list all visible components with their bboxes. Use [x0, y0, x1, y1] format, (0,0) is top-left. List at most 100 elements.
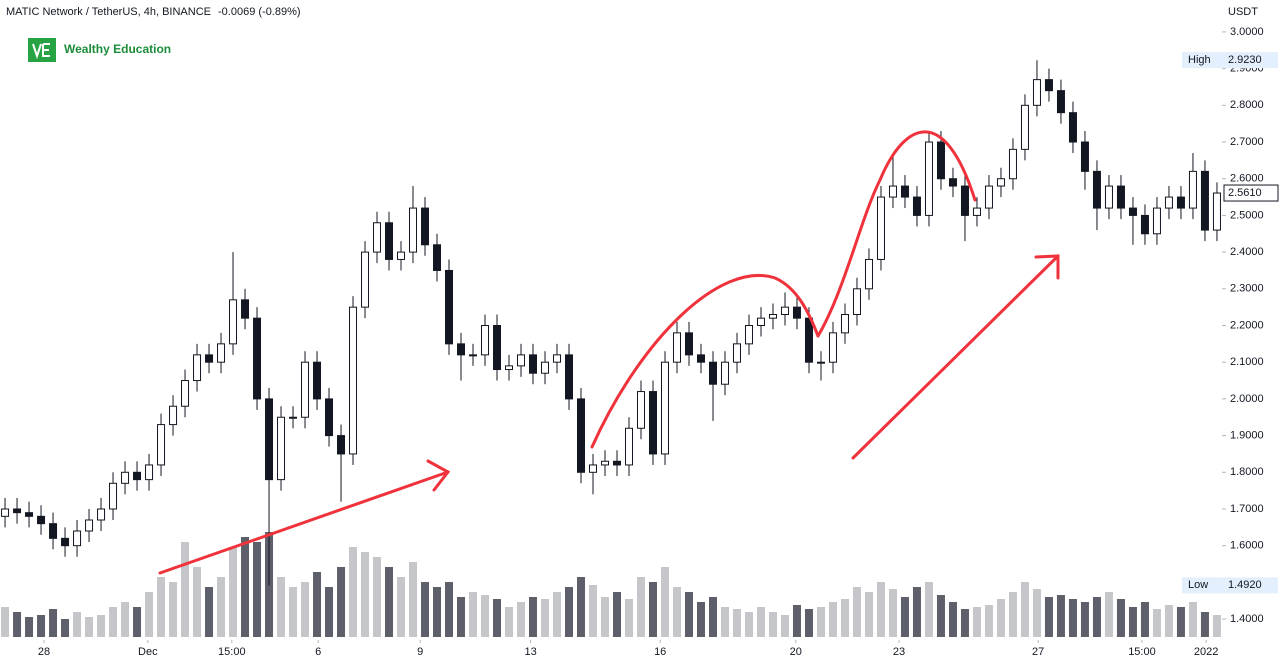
candle-body [1164, 196, 1173, 209]
volume-bar [816, 607, 825, 637]
y-tick-label: 2.4000 [1230, 246, 1264, 258]
volume-bar [289, 587, 298, 637]
volume-bar [1116, 599, 1125, 637]
volume-bar [217, 577, 226, 637]
candle-body [61, 537, 70, 547]
volume-bar [1056, 595, 1065, 637]
candle-body [49, 523, 58, 539]
x-tick-label: 15:00 [1128, 646, 1156, 658]
volume-bar [684, 592, 693, 637]
annotations [158, 130, 1060, 575]
candle-body [720, 361, 729, 385]
x-tick-label: 2022 [1194, 646, 1218, 658]
volume-bar [601, 597, 610, 637]
candle-body [13, 508, 22, 514]
candle-body [1, 508, 10, 517]
candle-body [493, 325, 502, 371]
candle-body [780, 306, 789, 315]
candle-body [636, 391, 645, 429]
y-tick-label: 1.8000 [1230, 466, 1264, 478]
candle-body [1044, 79, 1053, 92]
volume-bar [1188, 602, 1197, 637]
candle-body [1200, 170, 1209, 231]
volume-bar [1152, 609, 1161, 637]
candle-body [577, 398, 586, 473]
candle-body [960, 185, 969, 216]
volume-bar [972, 607, 981, 637]
volume-bar [529, 597, 538, 637]
volume-bar [517, 602, 526, 637]
candle-body [900, 185, 909, 198]
volume-bar [13, 612, 22, 637]
candle-body [684, 332, 693, 356]
candle-body [1116, 185, 1125, 209]
volume-bar [301, 582, 310, 637]
volume-bar [193, 567, 202, 637]
volume-bar [936, 595, 945, 637]
volume-bar [73, 612, 82, 637]
volume-bar [672, 587, 681, 637]
volume-bar [1092, 597, 1101, 637]
volume-bar [541, 599, 550, 637]
candle-body [121, 471, 130, 484]
candle-body [505, 365, 514, 371]
volume-bar [445, 582, 454, 637]
candle-body [301, 361, 310, 418]
volume-bar [1032, 589, 1041, 637]
candle-body [217, 343, 226, 363]
volume-bar [361, 552, 370, 637]
volume-bar [1200, 612, 1209, 637]
x-tick-label: 9 [417, 646, 423, 658]
volume-bar [780, 615, 789, 637]
candle-body [517, 354, 526, 367]
volume-bar [744, 612, 753, 637]
volume-bar [948, 602, 957, 637]
candle-body [601, 460, 610, 466]
arrow [851, 254, 1060, 460]
last-price-label: 2.5610 [1228, 187, 1262, 199]
volume-bar [553, 592, 562, 637]
candle-body [385, 222, 394, 260]
candle-body [265, 398, 274, 481]
candle-body [768, 313, 777, 319]
candle-body [888, 185, 897, 198]
candle-body [325, 398, 334, 437]
volume-bar [241, 537, 250, 637]
volume-bar [876, 582, 885, 637]
volume-bar [1, 607, 10, 637]
y-tick-label: 2.3000 [1230, 283, 1264, 295]
volume-bar [984, 605, 993, 637]
candle-body [732, 343, 741, 363]
candle-body [1080, 141, 1089, 172]
volume-bar [720, 607, 729, 637]
candle-body [421, 207, 430, 246]
candle-body [433, 244, 442, 271]
candle-body [193, 354, 202, 382]
marker-value: 2.9230 [1228, 54, 1262, 66]
x-tick-label: 13 [524, 646, 536, 658]
volume-bar [109, 607, 118, 637]
x-tick-label: Dec [138, 646, 158, 658]
volume-bar [229, 547, 238, 637]
volume-bar [840, 599, 849, 637]
candle-body [565, 354, 574, 400]
candle-body [852, 288, 861, 315]
volume-bar [804, 609, 813, 637]
y-axis-label: USDT [1228, 6, 1258, 18]
volume-bar [708, 597, 717, 637]
candle-body [1104, 185, 1113, 209]
candle-body [804, 317, 813, 363]
volume-bar [277, 577, 286, 637]
y-tick-label: 2.2000 [1230, 319, 1264, 331]
candle-body [972, 207, 981, 216]
volume-bar [97, 615, 106, 637]
candle-body [169, 405, 178, 426]
x-tick-label: 20 [790, 646, 802, 658]
candle-body [1032, 79, 1041, 106]
x-tick-label: 27 [1032, 646, 1044, 658]
volume-bar [469, 592, 478, 637]
y-tick-label: 2.7000 [1230, 136, 1264, 148]
price-marker [1182, 577, 1278, 594]
volume-bar [121, 602, 130, 637]
